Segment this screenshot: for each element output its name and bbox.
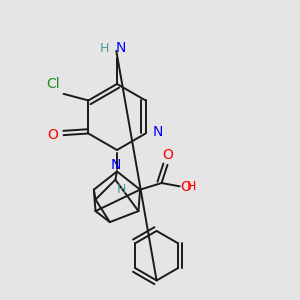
Text: N: N (110, 158, 121, 172)
Text: N: N (115, 41, 126, 55)
Text: O: O (47, 128, 58, 142)
Text: H: H (117, 183, 126, 196)
Text: O: O (181, 180, 192, 194)
Text: N: N (153, 125, 163, 139)
Text: Cl: Cl (47, 77, 60, 91)
Text: H: H (186, 181, 196, 194)
Text: O: O (162, 148, 173, 162)
Text: H: H (99, 42, 109, 55)
